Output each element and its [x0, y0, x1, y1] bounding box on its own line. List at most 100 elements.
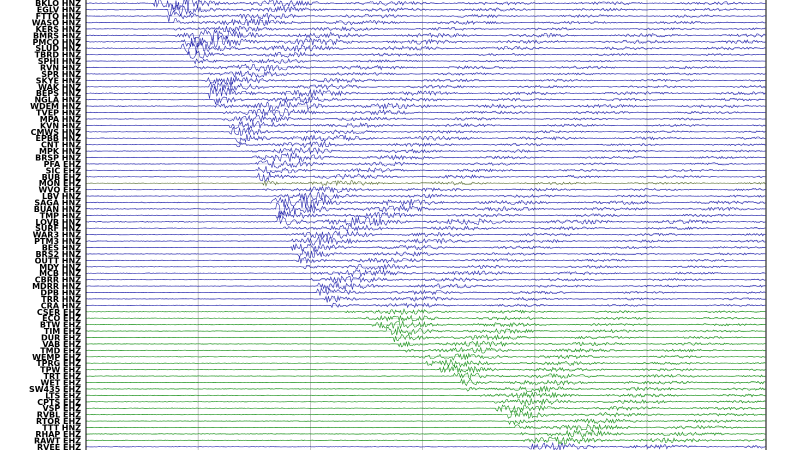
waveform-trace [85, 185, 766, 193]
waveform-trace [85, 314, 766, 322]
station-label: PMCO HNZ [33, 38, 82, 47]
waveform-trace [85, 281, 766, 291]
waveform-trace [85, 308, 766, 315]
waveform-trace [85, 126, 766, 137]
waveform-trace [85, 50, 766, 59]
waveform-trace [85, 29, 766, 42]
station-label: TBRD HNZ [35, 51, 82, 60]
waveform-trace [85, 442, 766, 450]
waveform-trace [85, 196, 766, 209]
waveform-trace [85, 4, 766, 17]
station-label: LBV HNZ [42, 192, 81, 201]
waveform-trace [85, 70, 766, 78]
station-label: SURF HNZ [35, 224, 81, 233]
station-label: BUB EHZ [42, 173, 82, 182]
waveform-trace [85, 100, 766, 111]
station-label: BMRS HNZ [33, 31, 81, 40]
station-label: KERS HNZ [35, 25, 81, 34]
waveform-trace [85, 391, 766, 399]
station-label: MCB HNZ [39, 269, 81, 278]
waveform-trace [85, 230, 766, 239]
waveform-trace [85, 107, 766, 117]
waveform-trace [85, 302, 766, 309]
station-label: TRR HNZ [41, 295, 81, 304]
station-label: VSP EHZ [42, 404, 81, 413]
waveform-trace [85, 319, 766, 330]
waveform-trace [85, 340, 766, 348]
station-label: VAB EHZ [42, 340, 81, 349]
station-label: TVEP HNZ [36, 109, 81, 118]
waveform-trace [85, 346, 766, 354]
station-label: BES HNZ [42, 244, 82, 253]
station-label: CBRR HNZ [35, 276, 81, 285]
waveform-trace [85, 10, 766, 22]
station-label: CPTS EHZ [37, 398, 81, 407]
plot-frame [85, 0, 767, 450]
waveform-trace [85, 295, 766, 303]
station-label: LOVB HNZ [35, 218, 81, 227]
station-label: DPB HNZ [40, 289, 81, 298]
station-label: WASO HNZ [32, 19, 81, 28]
station-label: ECO EHZ [42, 314, 81, 323]
station-label: BRSP HNZ [35, 154, 81, 163]
waveform-trace [85, 268, 766, 278]
waveform-trace [85, 120, 766, 131]
station-label: SPR HNZ [41, 70, 81, 79]
waveform-trace [85, 214, 766, 228]
station-label: FTTQ HNZ [36, 12, 82, 21]
station-label: SAGA HNZ [34, 199, 81, 208]
waveform-trace [85, 0, 766, 10]
waveform-trace [85, 378, 766, 387]
station-label: EGLV HNZ [37, 6, 81, 15]
station-label: PFA EHZ [44, 160, 82, 169]
station-label: BEPS HNZ [36, 89, 81, 98]
station-label: PTM3 HNZ [34, 237, 81, 246]
station-label: TIM EHZ [44, 327, 81, 336]
waveform-trace [85, 423, 766, 431]
station-label: MDRR HNZ [32, 282, 81, 291]
station-label: BKLO HNZ [35, 0, 81, 8]
station-label: WVQ EHZ [38, 186, 81, 195]
waveform-trace [85, 134, 766, 145]
station-label: WAR3 HNZ [33, 231, 82, 240]
waveform-trace [85, 224, 766, 232]
station-label: NGLA HNZ [34, 96, 81, 105]
waveform-trace [85, 248, 766, 259]
waveform-trace [85, 25, 766, 33]
waveform-trace [85, 410, 766, 419]
station-label: RAWT EHZ [34, 436, 81, 445]
station-label: KVN HNZ [40, 121, 81, 130]
waveform-trace [85, 35, 766, 49]
station-label: MPA HNZ [40, 115, 81, 124]
station-label: TRT EHZ [44, 372, 82, 381]
waveform-trace [85, 96, 766, 105]
station-label: TMD EHZ [40, 346, 81, 355]
station-label: TTT HNZ [42, 424, 81, 433]
waveform-trace [85, 236, 766, 246]
waveform-trace [85, 179, 766, 187]
waveform-trace [85, 192, 766, 201]
station-label: EPBB HNZ [36, 134, 82, 143]
waveform-trace [85, 243, 766, 253]
waveform-trace [85, 210, 766, 219]
station-label: BUAN HNZ [34, 205, 81, 214]
station-label: SIC EHZ [46, 166, 82, 175]
station-label: RVN HNZ [40, 64, 81, 73]
station-label: MON EHZ [39, 179, 81, 188]
waveform-trace [85, 364, 766, 374]
waveform-trace [85, 398, 766, 406]
station-label: MDY HNZ [39, 263, 81, 272]
waveform-trace [85, 263, 766, 271]
waveform-trace [85, 202, 766, 216]
waveform-trace [86, 325, 766, 336]
waveform-trace [85, 436, 766, 446]
waveform-trace [85, 114, 766, 124]
station-label: WEMP EHZ [32, 353, 81, 362]
waveform-trace [85, 81, 766, 92]
waveform-trace [85, 86, 766, 99]
waveform-trace [85, 358, 766, 368]
waveform-trace [85, 17, 766, 27]
waveform-trace [85, 160, 766, 169]
waveform-trace [85, 172, 766, 182]
